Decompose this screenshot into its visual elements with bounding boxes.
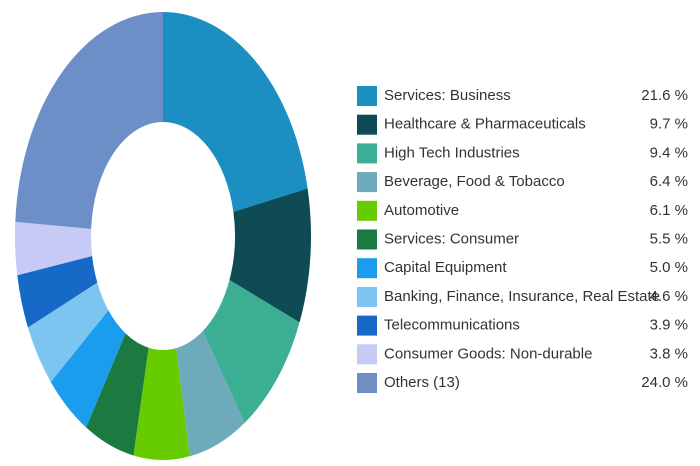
donut-slice [86, 333, 149, 456]
legend-swatch [357, 229, 377, 250]
value-label: 9.7 % [650, 116, 688, 133]
value-label: 3.8 % [650, 345, 688, 362]
legend-label: Others (13) [384, 374, 460, 391]
legend-swatch [357, 315, 377, 336]
donut-slice [176, 331, 245, 457]
legend-swatch [357, 200, 377, 221]
donut-slice [17, 255, 98, 328]
legend-swatch [357, 143, 377, 164]
value-label: 4.6 % [650, 288, 688, 305]
legend-swatch [357, 373, 377, 393]
legend-label: Automotive [384, 202, 459, 219]
donut-slice [27, 282, 109, 383]
legend-swatch [357, 86, 377, 106]
value-label: 24.0 % [641, 374, 688, 391]
value-label: 5.0 % [650, 259, 688, 276]
value-label: 3.9 % [650, 317, 688, 334]
value-label: 9.4 % [650, 144, 688, 161]
legend-label: Banking, Finance, Insurance, Real Estate [384, 288, 660, 305]
donut-slice [163, 12, 308, 212]
legend-swatch [357, 286, 377, 307]
value-label: 6.1 % [650, 202, 688, 219]
donut-slice [50, 310, 126, 428]
value-label: 21.6 % [641, 87, 688, 104]
value-label: 6.4 % [650, 173, 688, 190]
legend-label: Services: Business [384, 87, 511, 104]
donut-slice [202, 279, 300, 423]
legend-label: Consumer Goods: Non-durable [384, 345, 592, 362]
legend-label: Services: Consumer [384, 230, 519, 247]
legend-label: Telecommunications [384, 317, 520, 334]
donut-slice [15, 12, 164, 229]
legend-label: Beverage, Food & Tobacco [384, 173, 565, 190]
legend-label: Capital Equipment [384, 259, 507, 276]
donut-slice [229, 188, 311, 323]
legend-swatch [357, 172, 377, 193]
legend-swatch [357, 114, 377, 135]
donut-slice [133, 347, 190, 460]
legend-swatch [357, 258, 377, 279]
donut-slice [15, 221, 93, 276]
legend-label: High Tech Industries [384, 144, 520, 161]
legend-swatch [357, 344, 377, 365]
legend-label: Healthcare & Pharmaceuticals [384, 116, 586, 133]
value-label: 5.5 % [650, 230, 688, 247]
